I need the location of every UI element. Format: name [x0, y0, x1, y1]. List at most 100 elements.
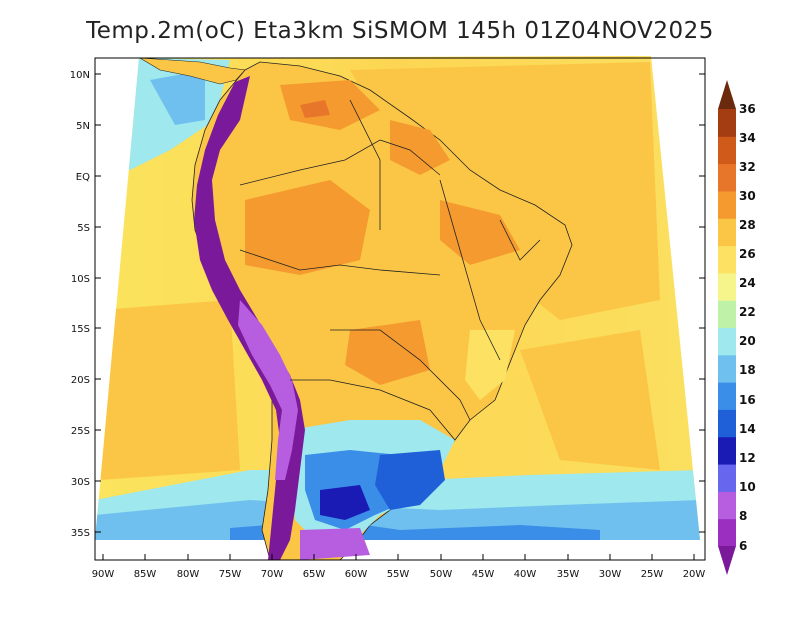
lat-tick-10N: 10N: [70, 70, 705, 81]
colorbar-segment: [718, 354, 736, 383]
lat-label: 10N: [70, 70, 90, 81]
lat-label: 10S: [71, 274, 90, 285]
lat-label: 30S: [71, 477, 90, 488]
lon-label: 65W: [303, 569, 326, 580]
lon-label: 85W: [134, 569, 157, 580]
border-north: [239, 139, 441, 186]
lon-label: 40W: [514, 569, 537, 580]
colorbar-segment: [718, 464, 736, 492]
colorbar-bottom-arrow: [718, 546, 736, 575]
colorbar-label: 26: [739, 247, 756, 261]
lon-tick-85W: 85W: [134, 554, 157, 580]
lat-tick-10S: 10S: [71, 274, 705, 285]
colorbar-segment: [718, 518, 736, 547]
border-venezuela: [349, 99, 381, 230]
lon-tick-55W: 55W: [387, 554, 410, 580]
colorbar-segment: [718, 136, 736, 165]
map-frame: [94, 57, 706, 561]
colorbar-label: 20: [739, 334, 756, 348]
lat-label: 15S: [71, 324, 90, 335]
hot-paraguay: [345, 320, 430, 385]
colorbar-label: 8: [739, 509, 747, 523]
lon-label: 30W: [599, 569, 622, 580]
lon-tick-90W: 90W: [92, 554, 115, 580]
colorbar-segment: [718, 382, 736, 410]
colorbar-label: 30: [739, 189, 756, 203]
colorbar-segment: [718, 436, 736, 465]
lon-label: 50W: [430, 569, 453, 580]
cool-pacific-core: [150, 70, 205, 125]
lon-label: 80W: [177, 569, 200, 580]
lat-label: EQ: [76, 172, 90, 183]
colorbar: 36 34 32 30 28 26 24 22 20 18 16 14 12 1…: [718, 80, 756, 575]
coldest-pampas: [320, 485, 370, 520]
lat-tick-20S: 20S: [71, 375, 705, 386]
colorbar-label: 18: [739, 363, 756, 377]
lon-tick-35W: 35W: [557, 554, 580, 580]
cold-rs-uruguay: [375, 450, 445, 510]
lon-tick-60W: 60W: [345, 554, 368, 580]
lon-tick-25W: 25W: [641, 554, 663, 580]
colorbar-label: 6: [739, 539, 747, 553]
colorbar-segment: [718, 409, 736, 438]
warm-band-south-atlantic: [520, 330, 660, 470]
lat-tick-EQ: EQ: [76, 172, 705, 183]
lon-label: 45W: [472, 569, 495, 580]
lat-label: 25S: [71, 426, 90, 437]
lon-label: 55W: [387, 569, 410, 580]
colorbar-label: 32: [739, 160, 756, 174]
colorbar-label: 22: [739, 305, 756, 319]
lat-tick-15S: 15S: [71, 324, 705, 335]
border-paraguay: [330, 329, 471, 421]
lon-tick-40W: 40W: [514, 554, 537, 580]
lon-label: 75W: [219, 569, 242, 580]
south-america-land: [139, 57, 573, 561]
colorbar-segment: [718, 218, 736, 247]
lon-tick-50W: 50W: [430, 554, 453, 580]
colorbar-segment: [718, 491, 736, 520]
colorbar-label: 10: [739, 480, 756, 494]
lat-label: 20S: [71, 375, 90, 386]
longitude-axis: 90W 85W 80W 75W 70W 65W 60W 55W 50W 45W …: [92, 554, 706, 580]
lon-label: 60W: [345, 569, 368, 580]
lon-label: 90W: [92, 569, 115, 580]
andes-high: [238, 300, 298, 480]
colorbar-segment: [718, 300, 736, 328]
lat-label: 35S: [71, 528, 90, 539]
patagonia-cold: [300, 528, 370, 560]
lon-label: 20W: [683, 569, 706, 580]
colorbar-segment: [718, 327, 736, 356]
colorbar-segment: [718, 245, 736, 274]
lon-tick-80W: 80W: [177, 554, 200, 580]
colorbar-segments: [718, 109, 736, 547]
lon-label: 70W: [261, 569, 284, 580]
lon-tick-30W: 30W: [599, 554, 622, 580]
border-brazil-states: [439, 179, 501, 361]
lat-tick-35S: 35S: [71, 528, 705, 539]
lon-tick-20W: 20W: [683, 554, 706, 580]
border-bolivia-brazil: [239, 249, 441, 276]
border-ne-states: [499, 219, 541, 261]
lat-label: 5N: [76, 121, 90, 132]
colorbar-label: 28: [739, 218, 756, 232]
warm-band-atlantic: [350, 62, 660, 320]
lon-label: 35W: [557, 569, 580, 580]
mild-southeast-brazil: [465, 330, 515, 400]
colorbar-segment: [718, 272, 736, 301]
colorbar-labels: 36 34 32 30 28 26 24 22 20 18 16 14 12 1…: [739, 102, 756, 553]
warm-band-pacific: [100, 300, 240, 480]
border-argentina: [290, 379, 456, 441]
colorbar-label: 16: [739, 393, 756, 407]
colorbar-segment: [718, 109, 736, 137]
colorbar-label: 34: [739, 131, 756, 145]
lat-tick-25S: 25S: [71, 426, 705, 437]
hot-amazon-west: [245, 180, 370, 275]
lat-tick-30S: 30S: [71, 477, 705, 488]
colorbar-label: 24: [739, 276, 756, 290]
lat-label: 5S: [77, 223, 90, 234]
lat-tick-5N: 5N: [76, 121, 705, 132]
very-hot-spot: [300, 100, 330, 118]
colorbar-label: 12: [739, 451, 756, 465]
lon-tick-70W: 70W: [261, 554, 284, 580]
